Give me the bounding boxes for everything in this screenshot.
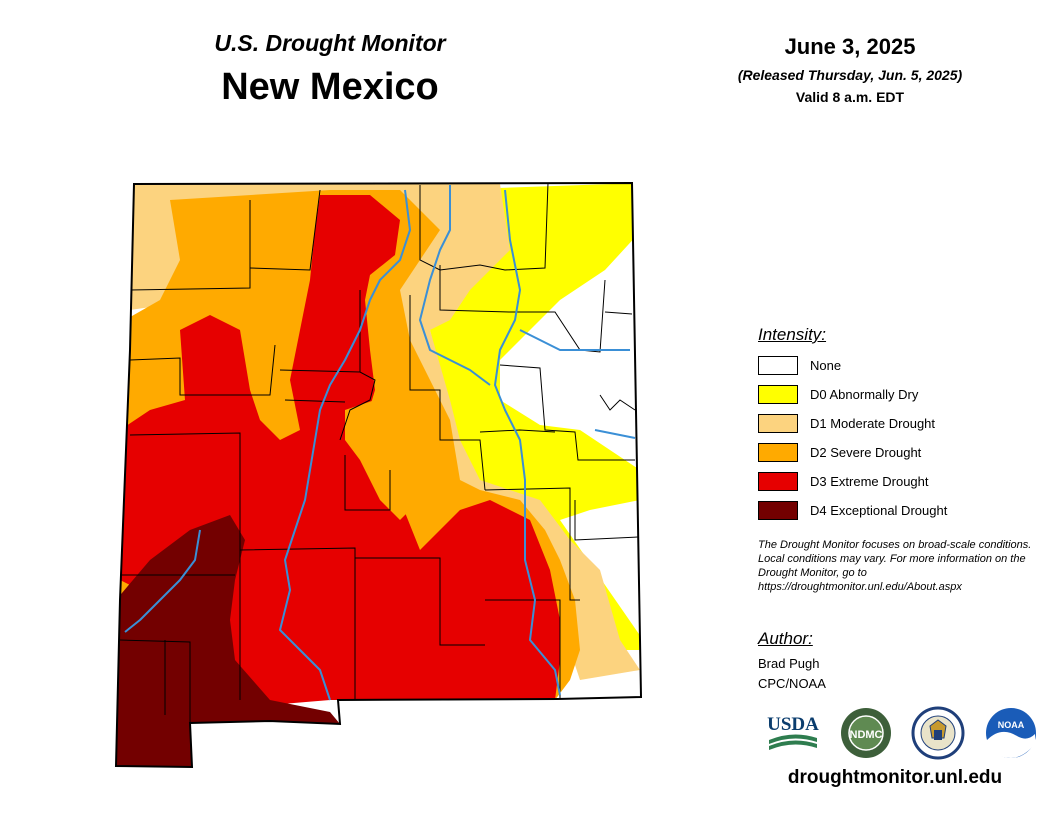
county-border <box>485 599 561 700</box>
legend-label: D0 Abnormally Dry <box>810 386 919 402</box>
legend-item-none: None <box>758 354 841 376</box>
site-url[interactable]: droughtmonitor.unl.edu <box>787 767 1003 788</box>
legend-heading: Intensity: <box>758 325 827 344</box>
county-border <box>129 432 241 700</box>
legend-swatch <box>758 413 798 433</box>
county-border <box>129 200 251 291</box>
legend-item-d2: D2 Severe Drought <box>758 441 921 463</box>
disclaimer-text: The Drought Monitor focuses on broad-sca… <box>758 539 1032 593</box>
ndmc-logo-center <box>848 715 884 751</box>
canadian-river <box>419 185 491 386</box>
county-border <box>279 369 376 441</box>
author-heading: Author: <box>758 629 813 648</box>
pecos-river <box>494 189 561 696</box>
county-border <box>479 429 556 433</box>
county-border <box>344 455 391 511</box>
author-name: Brad Pugh <box>758 656 820 671</box>
county-border <box>419 183 549 271</box>
doc-seal-logo <box>911 706 965 760</box>
ndmc-logo-text: NDMC <box>850 729 883 741</box>
rio-grande-river <box>279 189 411 701</box>
noaa-logo-text: NOAA <box>998 720 1025 730</box>
legend-item-d4: D4 Exceptional Drought <box>758 499 947 521</box>
drought-map <box>114 181 643 769</box>
legend-label: None <box>810 357 842 373</box>
map-subtitle: U.S. Drought Monitor <box>214 30 446 56</box>
red-river-branch <box>594 429 636 439</box>
legend-label: D2 Severe Drought <box>810 444 922 460</box>
author-org: CPC/NOAA <box>758 676 826 691</box>
legend-label: D4 Exceptional Drought <box>810 502 948 518</box>
region-d0 <box>420 183 641 650</box>
map-date: June 3, 2025 <box>784 34 916 59</box>
county-border <box>284 399 346 403</box>
legend-swatch <box>758 471 798 491</box>
county-border <box>129 344 276 396</box>
ndmc-logo: NDMC <box>841 708 891 758</box>
legend-label: D3 Extreme Drought <box>810 473 929 489</box>
county-border <box>355 557 485 646</box>
usda-logo-hills <box>769 740 817 750</box>
usda-logo: USDA <box>767 714 819 750</box>
legend-swatch <box>758 500 798 520</box>
noaa-logo: NOAA <box>986 708 1036 758</box>
valid-time: Valid 8 a.m. EDT <box>795 89 905 105</box>
county-border <box>439 265 606 353</box>
legend-item-d0: D0 Abnormally Dry <box>758 383 918 405</box>
state-outline <box>114 181 643 769</box>
legend-swatch <box>758 355 798 375</box>
legend-item-d1: D1 Moderate Drought <box>758 412 935 434</box>
county-border <box>119 639 191 723</box>
canadian-east-branch <box>519 329 630 351</box>
drought-regions <box>116 183 641 767</box>
county-border <box>574 500 639 541</box>
legend-swatch <box>758 384 798 404</box>
legend-swatch <box>758 442 798 462</box>
county-border <box>409 295 486 491</box>
legend-label: D1 Moderate Drought <box>810 415 936 431</box>
region-d4 <box>116 515 340 767</box>
county-border <box>499 364 635 461</box>
noaa-logo-wave <box>987 731 1035 758</box>
gila-river <box>124 529 201 633</box>
region-d2-pocket <box>345 390 450 520</box>
county-border <box>599 394 636 411</box>
partner-logos: USDA NDMC NOAA <box>767 706 1036 760</box>
doc-seal-shield <box>934 730 942 740</box>
county-borders <box>119 183 639 723</box>
legend-item-d3: D3 Extreme Drought <box>758 470 929 492</box>
county-border <box>239 547 356 700</box>
usda-logo-hills <box>769 734 817 744</box>
map-title: New Mexico <box>221 66 439 108</box>
release-date: (Released Thursday, Jun. 5, 2025) <box>737 67 963 83</box>
rivers <box>124 185 636 701</box>
county-border <box>604 311 633 315</box>
county-border <box>249 189 321 271</box>
county-border <box>484 487 580 601</box>
usda-logo-text: USDA <box>767 714 819 735</box>
